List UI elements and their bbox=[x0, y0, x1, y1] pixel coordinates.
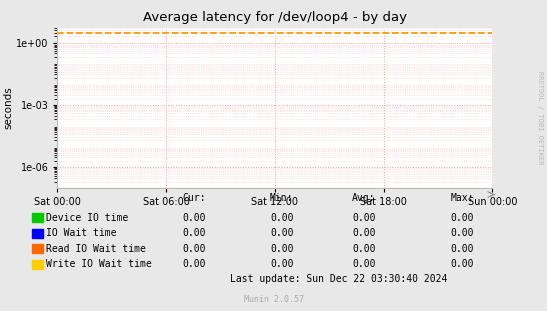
Text: Min:: Min: bbox=[270, 193, 293, 202]
Text: 0.00: 0.00 bbox=[270, 244, 293, 254]
Text: Last update: Sun Dec 22 03:30:40 2024: Last update: Sun Dec 22 03:30:40 2024 bbox=[230, 274, 448, 284]
Text: Read IO Wait time: Read IO Wait time bbox=[46, 244, 147, 254]
Text: 0.00: 0.00 bbox=[352, 259, 375, 269]
Text: Cur:: Cur: bbox=[183, 193, 206, 202]
Text: 0.00: 0.00 bbox=[451, 228, 474, 238]
Title: Average latency for /dev/loop4 - by day: Average latency for /dev/loop4 - by day bbox=[143, 11, 407, 24]
Text: Avg:: Avg: bbox=[352, 193, 375, 202]
Text: 0.00: 0.00 bbox=[270, 259, 293, 269]
Text: Munin 2.0.57: Munin 2.0.57 bbox=[243, 295, 304, 304]
Text: 0.00: 0.00 bbox=[183, 259, 206, 269]
Text: 0.00: 0.00 bbox=[352, 244, 375, 254]
Text: 0.00: 0.00 bbox=[451, 244, 474, 254]
Text: 0.00: 0.00 bbox=[270, 228, 293, 238]
Text: Device IO time: Device IO time bbox=[46, 213, 129, 223]
Text: Max:: Max: bbox=[451, 193, 474, 202]
Text: 0.00: 0.00 bbox=[183, 213, 206, 223]
Text: 0.00: 0.00 bbox=[183, 244, 206, 254]
Text: 0.00: 0.00 bbox=[352, 213, 375, 223]
Text: RRDTOOL / TOBI OETIKER: RRDTOOL / TOBI OETIKER bbox=[537, 72, 543, 165]
Text: 0.00: 0.00 bbox=[451, 259, 474, 269]
Text: 0.00: 0.00 bbox=[352, 228, 375, 238]
Text: 0.00: 0.00 bbox=[270, 213, 293, 223]
Y-axis label: seconds: seconds bbox=[3, 87, 13, 129]
Text: 0.00: 0.00 bbox=[451, 213, 474, 223]
Text: Write IO Wait time: Write IO Wait time bbox=[46, 259, 152, 269]
Text: IO Wait time: IO Wait time bbox=[46, 228, 117, 238]
Text: 0.00: 0.00 bbox=[183, 228, 206, 238]
